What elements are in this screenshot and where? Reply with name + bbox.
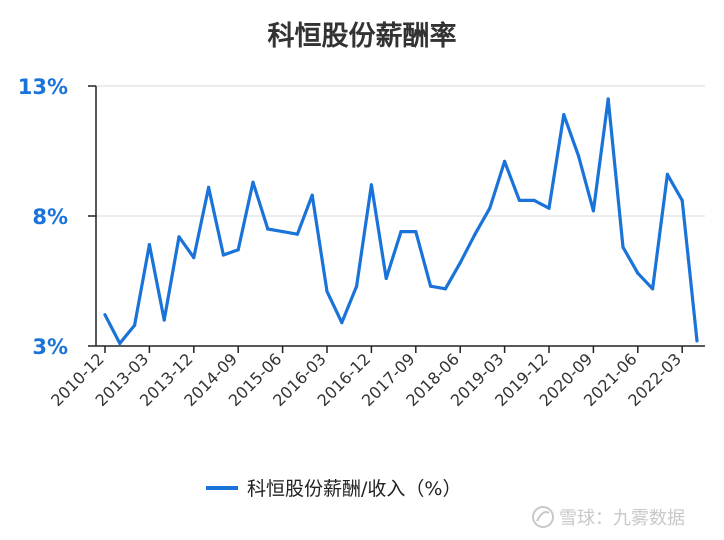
- series-layer: [103, 97, 699, 345]
- y-axis-tick-labels: 13% 8% 3%: [18, 75, 68, 359]
- y-tick-label: 13%: [18, 75, 68, 99]
- data-point: [251, 180, 255, 184]
- data-point: [207, 185, 211, 189]
- data-point: [651, 287, 655, 291]
- data-point: [488, 206, 492, 210]
- snowball-logo-icon: [532, 506, 554, 528]
- data-point: [665, 172, 670, 176]
- data-point: [281, 230, 285, 234]
- data-point: [355, 284, 359, 288]
- data-point: [443, 287, 447, 291]
- data-point: [636, 271, 640, 275]
- data-point: [310, 193, 314, 197]
- data-point: [384, 276, 388, 280]
- grid-lines: [88, 85, 705, 347]
- data-point: [399, 230, 403, 234]
- legend: 科恒股份薪酬/收入（%）: [206, 478, 461, 500]
- data-point: [118, 341, 122, 345]
- data-point: [266, 227, 270, 231]
- data-point: [177, 235, 181, 239]
- data-point: [473, 232, 477, 236]
- y-tick-label: 3%: [32, 335, 68, 359]
- data-point: [414, 230, 418, 234]
- chart-title: 科恒股份薪酬率: [268, 20, 457, 52]
- legend-label: 科恒股份薪酬/收入（%）: [247, 478, 461, 500]
- data-point: [695, 339, 699, 343]
- data-point: [340, 321, 344, 325]
- data-point: [236, 248, 240, 252]
- data-point: [577, 154, 581, 158]
- data-point: [621, 245, 625, 249]
- series-line: [103, 97, 699, 345]
- data-point: [591, 209, 596, 213]
- data-point: [369, 183, 373, 187]
- data-point: [562, 113, 566, 117]
- data-point: [532, 198, 536, 202]
- x-axis: 2010-122013-032013-122014-092015-062016-…: [47, 86, 705, 410]
- watermark-text: 雪球：九雾数据: [559, 508, 685, 529]
- data-point: [517, 198, 522, 202]
- data-point: [295, 232, 299, 236]
- data-point: [429, 284, 433, 288]
- data-point: [192, 256, 196, 260]
- data-point: [325, 289, 329, 293]
- data-point: [221, 253, 225, 257]
- data-point: [606, 97, 610, 101]
- y-tick-label: 8%: [32, 205, 68, 229]
- data-point: [547, 206, 551, 210]
- data-point: [147, 243, 151, 247]
- data-point: [503, 159, 507, 163]
- data-point: [133, 323, 137, 327]
- data-point: [162, 318, 166, 322]
- data-point: [103, 313, 107, 317]
- watermark: 雪球：九雾数据: [532, 506, 685, 529]
- data-point: [458, 261, 462, 265]
- data-point: [680, 198, 684, 202]
